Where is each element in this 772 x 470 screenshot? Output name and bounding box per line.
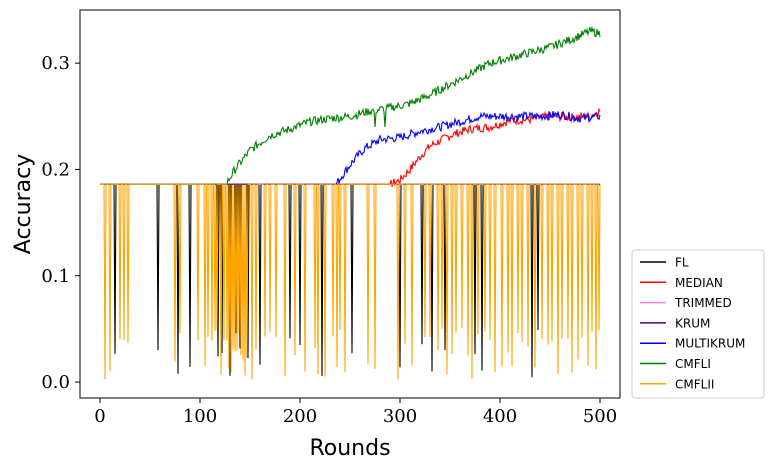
- series-layer: [100, 25, 601, 380]
- legend-label-trimmed: TRIMMED: [674, 296, 732, 310]
- y-axis-ticks: 0.0 0.1 0.2 0.3: [41, 53, 80, 393]
- legend-label-multikrum: MULTIKRUM: [675, 337, 745, 351]
- series-line-multikrum: [100, 110, 601, 185]
- x-axis-title: Rounds: [309, 436, 390, 461]
- legend-label-median: MEDIAN: [675, 276, 723, 290]
- x-axis-ticks: 0 100 200 300 400 500: [94, 398, 617, 427]
- y-tick-label: 0.2: [41, 159, 70, 180]
- legend-label-cmflii: CMFLII: [675, 377, 714, 391]
- x-tick-label: 400: [483, 406, 517, 427]
- legend-label-cmfli: CMFLI: [675, 357, 711, 371]
- x-tick-label: 300: [383, 406, 417, 427]
- x-tick-label: 500: [583, 406, 617, 427]
- y-tick-label: 0.3: [41, 53, 70, 74]
- series-line-median: [100, 107, 601, 187]
- legend: FL MEDIAN TRIMMED KRUM MULTIKRUM CMFLI CMFLII: [631, 249, 765, 399]
- legend-box: [631, 249, 765, 399]
- series-line-cmfli: [100, 25, 601, 186]
- y-tick-label: 0.1: [41, 266, 70, 287]
- plot-frame: [79, 9, 621, 399]
- y-tick-label: 0.0: [41, 372, 70, 393]
- legend-label-krum: KRUM: [675, 316, 710, 330]
- legend-label-fl: FL: [675, 256, 689, 270]
- x-tick-label: 200: [283, 406, 317, 427]
- y-axis-title: Accuracy: [11, 154, 36, 254]
- series-line-cmflii: [100, 183, 601, 380]
- x-tick-label: 0: [94, 406, 105, 427]
- x-tick-label: 100: [183, 406, 217, 427]
